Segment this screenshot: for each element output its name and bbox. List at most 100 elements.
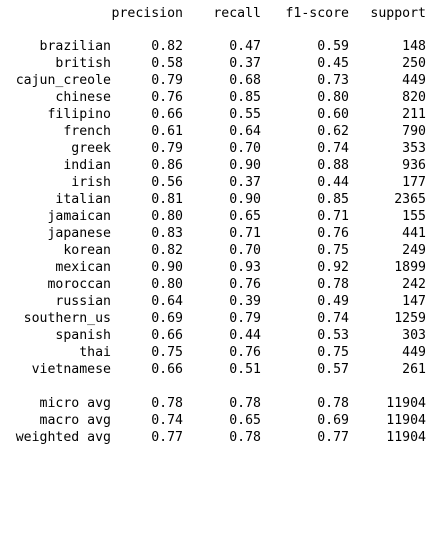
table-row: cajun_creole 0.79 0.68 0.73 449: [0, 72, 446, 89]
row-label: brazilian: [39, 39, 111, 54]
row-label: british: [55, 56, 111, 71]
precision-value: 0.80: [151, 209, 183, 224]
header-support: support: [370, 6, 426, 21]
header-f1-score: f1-score: [285, 6, 349, 21]
support-value: 155: [402, 209, 426, 224]
support-value: 441: [402, 226, 426, 241]
recall-value: 0.64: [229, 124, 261, 139]
support-value: 936: [402, 158, 426, 173]
precision-value: 0.83: [151, 226, 183, 241]
f1-value: 0.49: [317, 294, 349, 309]
row-label: greek: [71, 141, 111, 156]
precision-value: 0.79: [151, 141, 183, 156]
row-label: weighted avg: [15, 430, 111, 445]
row-label: moroccan: [47, 277, 111, 292]
precision-value: 0.56: [151, 175, 183, 190]
table-row: indian 0.86 0.90 0.88 936: [0, 157, 446, 174]
support-value: 353: [402, 141, 426, 156]
support-value: 1259: [394, 311, 426, 326]
avg-row-weighted: weighted avg 0.77 0.78 0.77 11904: [0, 429, 446, 446]
recall-value: 0.90: [229, 192, 261, 207]
table-row: italian 0.81 0.90 0.85 2365: [0, 191, 446, 208]
recall-value: 0.55: [229, 107, 261, 122]
table-row: french 0.61 0.64 0.62 790: [0, 123, 446, 140]
precision-value: 0.79: [151, 73, 183, 88]
table-row: russian 0.64 0.39 0.49 147: [0, 293, 446, 310]
support-value: 1899: [394, 260, 426, 275]
f1-value: 0.57: [317, 362, 349, 377]
precision-value: 0.66: [151, 362, 183, 377]
support-value: 11904: [386, 430, 426, 445]
support-value: 11904: [386, 396, 426, 411]
precision-value: 0.82: [151, 243, 183, 258]
support-value: 11904: [386, 413, 426, 428]
row-label: chinese: [55, 90, 111, 105]
precision-value: 0.81: [151, 192, 183, 207]
support-value: 250: [402, 56, 426, 71]
recall-value: 0.76: [229, 277, 261, 292]
f1-value: 0.80: [317, 90, 349, 105]
recall-value: 0.78: [229, 430, 261, 445]
f1-value: 0.78: [317, 396, 349, 411]
f1-value: 0.60: [317, 107, 349, 122]
f1-value: 0.75: [317, 243, 349, 258]
f1-value: 0.92: [317, 260, 349, 275]
classification-report: precision recall f1-score support brazil…: [0, 6, 446, 446]
recall-value: 0.65: [229, 209, 261, 224]
row-label: russian: [55, 294, 111, 309]
row-label: jamaican: [47, 209, 111, 224]
f1-value: 0.53: [317, 328, 349, 343]
header-precision: precision: [111, 6, 183, 21]
recall-value: 0.78: [229, 396, 261, 411]
support-value: 177: [402, 175, 426, 190]
table-row: brazilian 0.82 0.47 0.59 148: [0, 38, 446, 55]
row-label: korean: [63, 243, 111, 258]
f1-value: 0.44: [317, 175, 349, 190]
recall-value: 0.44: [229, 328, 261, 343]
f1-value: 0.76: [317, 226, 349, 241]
table-row: greek 0.79 0.70 0.74 353: [0, 140, 446, 157]
support-value: 303: [402, 328, 426, 343]
row-label: thai: [79, 345, 111, 360]
row-label: filipino: [47, 107, 111, 122]
support-value: 148: [402, 39, 426, 54]
recall-value: 0.68: [229, 73, 261, 88]
recall-value: 0.79: [229, 311, 261, 326]
f1-value: 0.69: [317, 413, 349, 428]
precision-value: 0.66: [151, 328, 183, 343]
f1-value: 0.74: [317, 141, 349, 156]
support-value: 820: [402, 90, 426, 105]
f1-value: 0.74: [317, 311, 349, 326]
f1-value: 0.73: [317, 73, 349, 88]
recall-value: 0.85: [229, 90, 261, 105]
recall-value: 0.37: [229, 56, 261, 71]
table-row: moroccan 0.80 0.76 0.78 242: [0, 276, 446, 293]
f1-value: 0.59: [317, 39, 349, 54]
precision-value: 0.90: [151, 260, 183, 275]
row-label: indian: [63, 158, 111, 173]
row-label: macro avg: [39, 413, 111, 428]
precision-value: 0.78: [151, 396, 183, 411]
table-row: british 0.58 0.37 0.45 250: [0, 55, 446, 72]
table-row: filipino 0.66 0.55 0.60 211: [0, 106, 446, 123]
f1-value: 0.78: [317, 277, 349, 292]
recall-value: 0.47: [229, 39, 261, 54]
f1-value: 0.45: [317, 56, 349, 71]
precision-value: 0.76: [151, 90, 183, 105]
f1-value: 0.71: [317, 209, 349, 224]
table-row: japanese 0.83 0.71 0.76 441: [0, 225, 446, 242]
header-recall: recall: [213, 6, 261, 21]
avg-row-macro: macro avg 0.74 0.65 0.69 11904: [0, 412, 446, 429]
row-label: vietnamese: [31, 362, 111, 377]
precision-value: 0.75: [151, 345, 183, 360]
recall-value: 0.39: [229, 294, 261, 309]
row-label: french: [63, 124, 111, 139]
table-row: southern_us 0.69 0.79 0.74 1259: [0, 310, 446, 327]
support-value: 261: [402, 362, 426, 377]
support-value: 449: [402, 73, 426, 88]
row-label: micro avg: [39, 396, 111, 411]
precision-value: 0.82: [151, 39, 183, 54]
recall-value: 0.70: [229, 243, 261, 258]
table-row: korean 0.82 0.70 0.75 249: [0, 242, 446, 259]
precision-value: 0.69: [151, 311, 183, 326]
